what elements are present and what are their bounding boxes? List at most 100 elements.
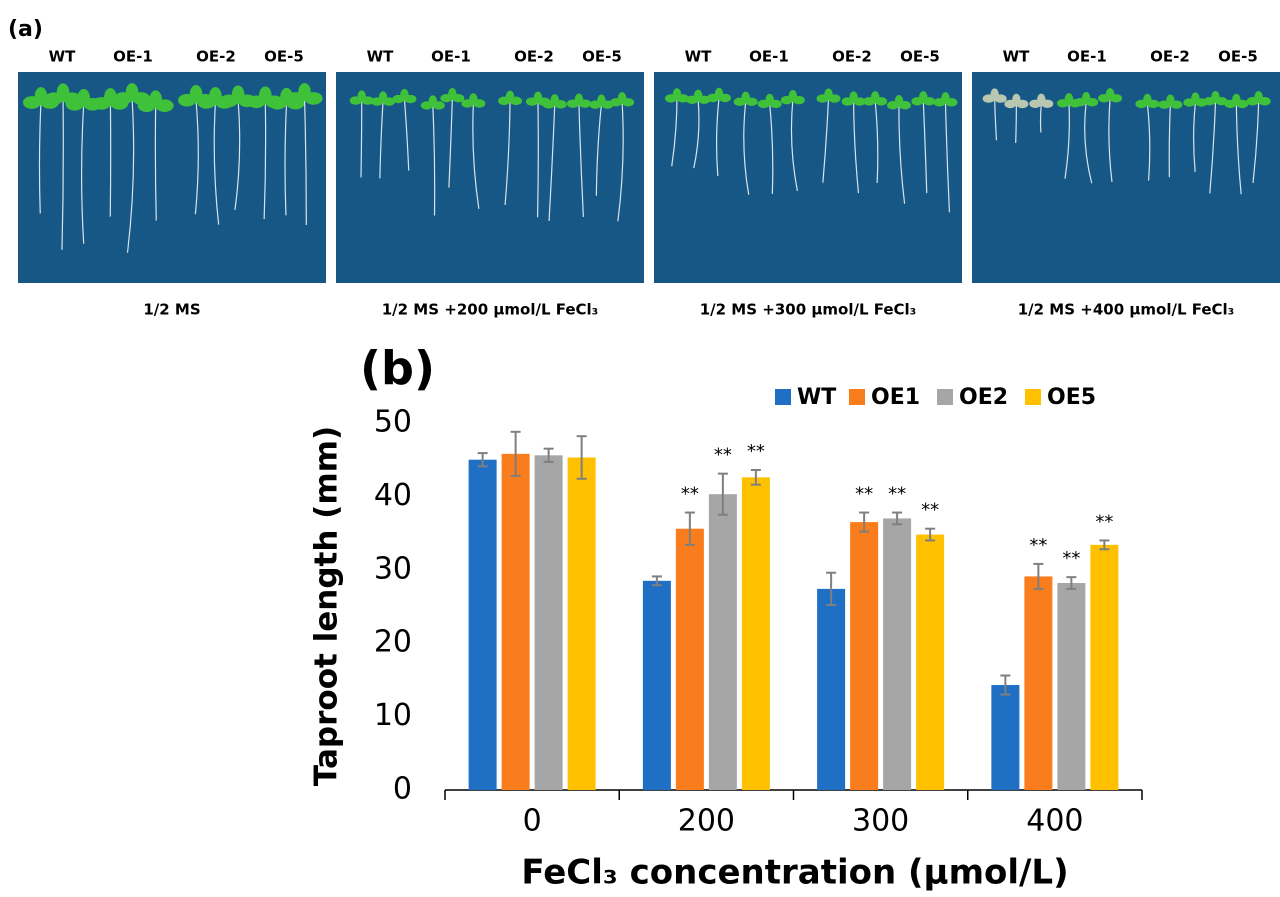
bar xyxy=(883,518,912,790)
root xyxy=(1015,104,1017,143)
leaf xyxy=(1211,91,1220,104)
root xyxy=(1235,103,1242,195)
photo-caption: 1/2 MS +300 μmol/L FeCl₃ xyxy=(700,301,917,319)
leaf xyxy=(357,90,366,103)
x-axis-label: FeCl₃ concentration (μmol/L) xyxy=(521,853,1068,893)
leaf xyxy=(77,88,91,107)
leaf xyxy=(1037,93,1046,106)
root xyxy=(472,103,480,209)
root xyxy=(1252,101,1260,184)
leaf xyxy=(56,83,70,102)
root xyxy=(154,105,157,221)
significance: ** xyxy=(855,484,873,505)
legend-label: WT xyxy=(797,385,836,410)
leaf xyxy=(1143,93,1152,106)
line-label: OE-1 xyxy=(431,48,471,66)
legend-swatch xyxy=(937,389,953,405)
root xyxy=(432,105,436,216)
leaf xyxy=(894,95,904,108)
line-label: OE-1 xyxy=(113,48,153,66)
root xyxy=(303,98,307,226)
line-label: WT xyxy=(1003,48,1031,66)
root xyxy=(922,101,928,194)
root xyxy=(536,101,539,218)
leaf xyxy=(1254,91,1263,104)
x-tick-label: 200 xyxy=(678,804,735,839)
leaf xyxy=(378,91,388,104)
root xyxy=(1039,103,1042,133)
line-label: OE-2 xyxy=(1150,48,1190,66)
panel-label: (a) xyxy=(8,17,43,42)
leaf xyxy=(1232,93,1241,106)
line-label: WT xyxy=(685,48,713,66)
line-label: WT xyxy=(367,48,395,66)
leaf xyxy=(209,87,222,106)
significance: ** xyxy=(1095,511,1113,532)
line-label: OE-1 xyxy=(1067,48,1107,66)
root xyxy=(1108,98,1113,182)
bar xyxy=(501,453,530,790)
significance: ** xyxy=(747,441,765,462)
leaf xyxy=(788,89,798,102)
y-tick-label: 50 xyxy=(374,405,412,440)
leaf xyxy=(469,93,478,106)
leaf xyxy=(189,84,203,103)
root xyxy=(1168,104,1171,178)
root xyxy=(769,103,774,194)
bar xyxy=(817,588,846,790)
bar xyxy=(642,580,671,790)
significance: ** xyxy=(681,484,699,505)
legend-swatch xyxy=(849,389,865,405)
leaf xyxy=(741,91,750,104)
legend-swatch xyxy=(1025,389,1041,405)
leaf xyxy=(849,91,858,104)
leaf xyxy=(672,88,682,101)
root xyxy=(403,99,410,171)
bar xyxy=(741,477,770,790)
photo-caption: 1/2 MS +400 μmol/L FeCl₃ xyxy=(1018,301,1235,319)
root xyxy=(80,104,85,244)
line-label: OE-5 xyxy=(582,48,622,66)
root xyxy=(61,98,64,250)
root xyxy=(548,104,556,221)
significance: ** xyxy=(888,484,906,505)
root xyxy=(1193,102,1196,172)
leaf xyxy=(919,91,928,104)
leaf xyxy=(1082,92,1091,105)
root xyxy=(213,102,220,225)
root xyxy=(379,101,384,179)
bar xyxy=(850,522,879,790)
line-label: OE-2 xyxy=(514,48,554,66)
y-tick-label: 30 xyxy=(374,551,412,586)
leaf xyxy=(990,88,999,101)
x-tick-label: 300 xyxy=(852,804,909,839)
x-tick-label: 400 xyxy=(1026,804,1083,839)
root xyxy=(1064,103,1070,179)
leaf xyxy=(259,86,272,105)
root xyxy=(448,98,453,188)
root xyxy=(898,105,906,204)
bar xyxy=(1057,583,1086,790)
root xyxy=(284,103,288,216)
leaf xyxy=(870,91,880,104)
root xyxy=(126,98,135,253)
leaf xyxy=(231,85,245,104)
bar xyxy=(708,494,737,790)
root xyxy=(234,100,241,211)
root xyxy=(617,102,624,222)
x-tick-label: 0 xyxy=(523,804,542,839)
root xyxy=(38,102,42,214)
leaf xyxy=(400,88,409,101)
leaf xyxy=(34,87,48,106)
leaf xyxy=(533,91,543,104)
leaf xyxy=(941,92,950,105)
leaf xyxy=(1166,94,1175,107)
leaf xyxy=(1191,92,1200,105)
root xyxy=(671,98,678,167)
y-tick-label: 0 xyxy=(393,772,412,807)
bar xyxy=(1090,544,1119,790)
line-label: WT xyxy=(49,48,77,66)
leaf xyxy=(149,90,162,109)
root xyxy=(944,102,951,213)
root xyxy=(693,99,700,169)
